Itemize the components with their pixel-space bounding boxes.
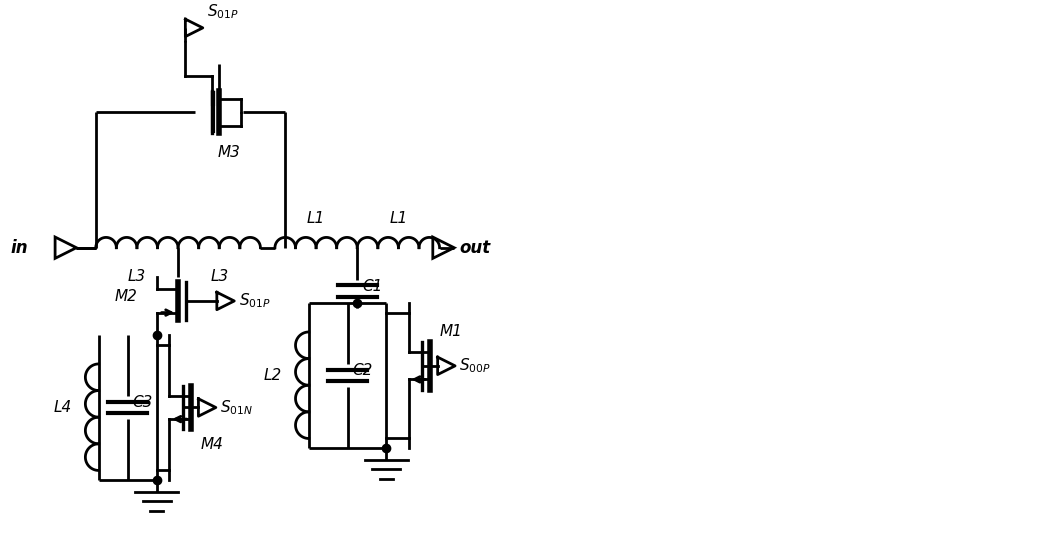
Text: L1: L1	[307, 211, 325, 226]
Text: M4: M4	[201, 437, 223, 452]
Text: $S_{00P}$: $S_{00P}$	[459, 357, 490, 375]
Text: out: out	[459, 239, 490, 257]
Text: C3: C3	[133, 395, 153, 410]
Text: L4: L4	[53, 400, 72, 415]
Text: L1: L1	[390, 211, 407, 226]
Text: C2: C2	[352, 363, 373, 378]
Text: M3: M3	[217, 145, 240, 160]
Text: L3: L3	[210, 269, 229, 284]
Text: C1: C1	[363, 279, 382, 294]
Text: M2: M2	[114, 288, 137, 304]
Text: M1: M1	[439, 324, 462, 339]
Text: L2: L2	[264, 368, 282, 383]
Text: $S_{01N}$: $S_{01N}$	[219, 398, 252, 417]
Text: in: in	[10, 239, 28, 257]
Text: $S_{01P}$: $S_{01P}$	[207, 2, 238, 21]
Text: L3: L3	[128, 269, 146, 284]
Text: $S_{01P}$: $S_{01P}$	[239, 292, 271, 310]
